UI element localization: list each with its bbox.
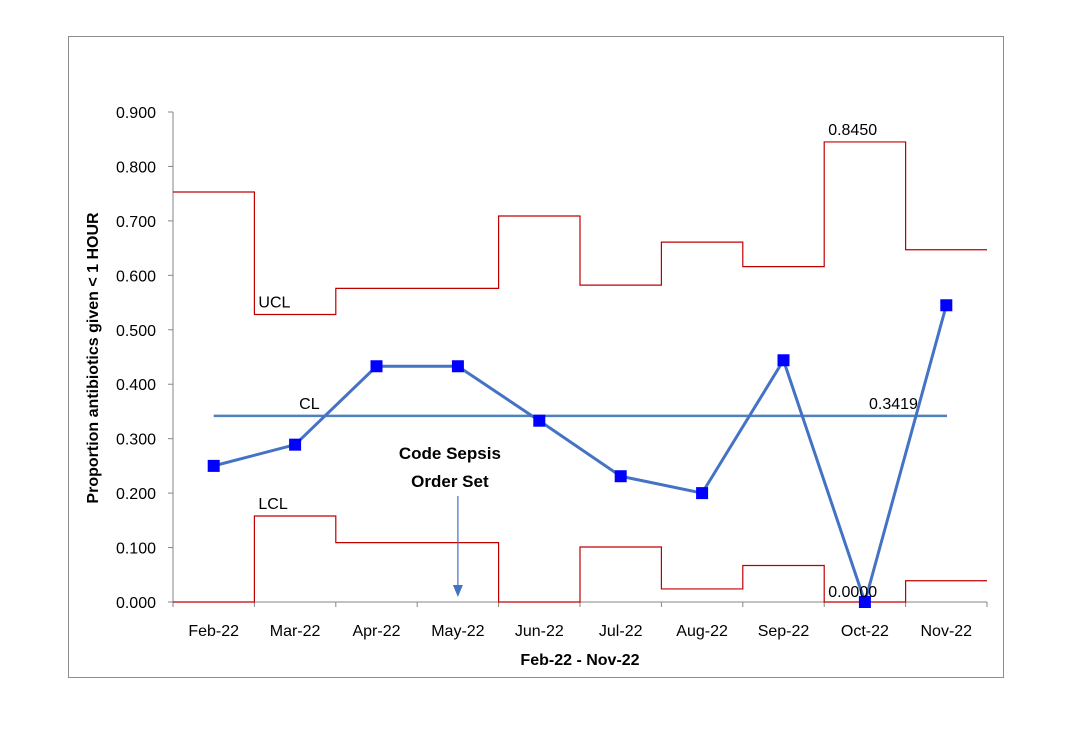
- annotation-text-line2: Order Set: [411, 472, 489, 491]
- x-tick-label: Oct-22: [841, 623, 889, 640]
- x-tick-label: Jun-22: [515, 623, 564, 640]
- annotation-text-line1: Code Sepsis: [399, 444, 501, 463]
- data-point-marker: [451, 360, 464, 373]
- x-tick-label: Nov-22: [921, 623, 973, 640]
- y-tick-label: 0.000: [116, 595, 156, 612]
- control-limits: [173, 141, 987, 603]
- y-axis-ticks: 0.000 0.100 0.200 0.300 0.400 0.500 0.600 0.700…: [116, 105, 174, 612]
- ucl-max-value-label: 0.8450: [828, 122, 877, 139]
- data-point-marker: [370, 360, 383, 373]
- y-tick-label: 0.600: [116, 268, 156, 285]
- cl-label: CL: [299, 396, 320, 413]
- data-point-marker: [940, 299, 953, 312]
- proportion-series-line: [213, 304, 948, 608]
- data-point-marker: [858, 596, 871, 608]
- y-tick-label: 0.300: [116, 432, 156, 449]
- y-axis-title: Proportion antibiotics given < 1 HOUR: [85, 212, 102, 504]
- x-axis-title: Feb-22 - Nov-22: [520, 652, 639, 669]
- lcl-label: LCL: [258, 496, 287, 513]
- annotation-arrow-head: [452, 585, 463, 597]
- data-point-marker: [696, 487, 709, 500]
- ucl-line: [173, 141, 987, 316]
- ucl-label: UCL: [258, 295, 290, 312]
- x-tick-label: Sep-22: [758, 623, 810, 640]
- lcl-min-value-label: 0.0000: [828, 584, 877, 601]
- annotation-group: Code Sepsis Order Set: [399, 444, 501, 597]
- y-tick-label: 0.500: [116, 323, 156, 340]
- y-tick-label: 0.800: [116, 159, 156, 176]
- data-point-marker: [533, 414, 546, 427]
- y-tick-label: 0.400: [116, 377, 156, 394]
- cl-value-label: 0.3419: [869, 396, 918, 413]
- y-tick-label: 0.700: [116, 214, 156, 231]
- data-point-marker: [614, 470, 627, 483]
- data-point-marker: [207, 459, 220, 472]
- y-tick-label: 0.200: [116, 486, 156, 503]
- chart-labels: UCL LCL CL 0.8450 0.0000 0.3419: [258, 122, 918, 601]
- data-point-marker: [289, 438, 302, 451]
- x-tick-label: Apr-22: [352, 623, 400, 640]
- y-tick-label: 0.100: [116, 541, 156, 558]
- y-tick-label: 0.900: [116, 105, 156, 122]
- chart-frame: [68, 36, 1004, 678]
- x-tick-label: May-22: [431, 623, 484, 640]
- x-tick-label: Aug-22: [676, 623, 728, 640]
- data-point-marker: [777, 354, 790, 367]
- x-tick-label: Mar-22: [270, 623, 321, 640]
- x-tick-label: Jul-22: [599, 623, 643, 640]
- lcl-line: [173, 515, 987, 603]
- x-tick-label: Feb-22: [188, 623, 239, 640]
- data-series: [207, 299, 953, 608]
